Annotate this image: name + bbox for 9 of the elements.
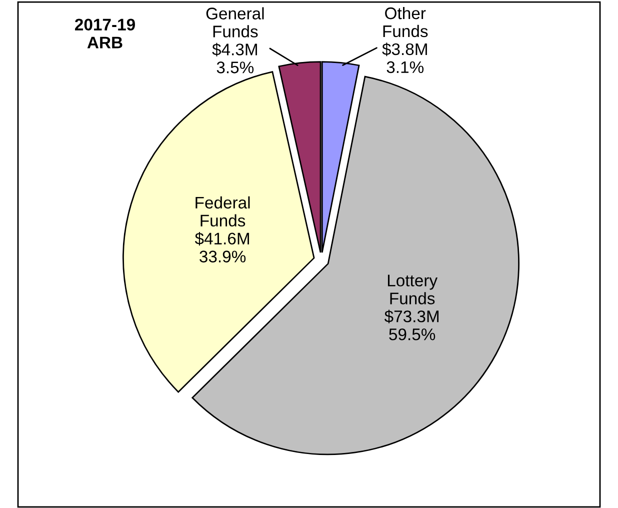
slice-label: Lottery Funds [388, 274, 438, 304]
slice-label: General Funds [206, 7, 264, 38]
data-label: $41.6M 33.9% [194, 232, 249, 262]
slice-label: Federal Funds [196, 196, 250, 227]
data-label: $73.3M 59.5% [384, 310, 439, 340]
data-label: $4.3M 3.5% [212, 42, 257, 74]
text: 2017-19 ARB [75, 18, 135, 48]
slice-label: Other Funds [383, 6, 428, 38]
data-label: $3.8M 3.1% [382, 42, 427, 74]
